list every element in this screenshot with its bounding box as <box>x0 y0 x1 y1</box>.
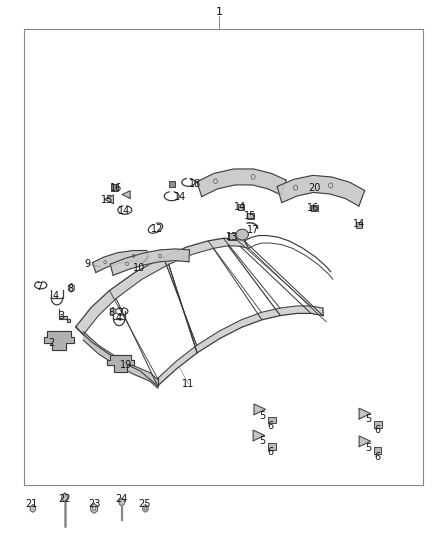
Polygon shape <box>236 229 248 240</box>
Polygon shape <box>197 169 286 197</box>
Text: 6: 6 <box>374 452 381 462</box>
Text: 16: 16 <box>307 203 319 213</box>
Text: 8: 8 <box>67 285 73 294</box>
Text: 22: 22 <box>59 495 71 504</box>
Bar <box>268 417 276 423</box>
Polygon shape <box>253 430 265 441</box>
Text: 4: 4 <box>52 292 58 301</box>
Bar <box>247 213 254 219</box>
Bar <box>311 205 318 211</box>
Text: 8: 8 <box>108 308 114 318</box>
Polygon shape <box>119 498 124 506</box>
Text: 14: 14 <box>234 202 246 212</box>
Polygon shape <box>68 284 74 292</box>
Text: 24: 24 <box>116 495 128 504</box>
Polygon shape <box>143 505 148 512</box>
Text: 21: 21 <box>25 499 38 509</box>
Polygon shape <box>91 504 98 513</box>
Text: 7: 7 <box>117 308 124 318</box>
Text: 4: 4 <box>115 313 121 322</box>
Bar <box>356 222 362 228</box>
Text: 18: 18 <box>189 179 201 189</box>
Polygon shape <box>104 195 113 204</box>
Polygon shape <box>107 355 134 372</box>
Polygon shape <box>59 310 70 322</box>
Text: 10: 10 <box>133 263 145 272</box>
Text: 19: 19 <box>120 360 132 370</box>
Text: 5: 5 <box>365 443 371 453</box>
Polygon shape <box>62 493 68 502</box>
Polygon shape <box>30 505 35 512</box>
Text: 6: 6 <box>268 422 274 431</box>
Polygon shape <box>158 306 323 386</box>
Polygon shape <box>122 191 130 198</box>
Text: 15: 15 <box>244 211 256 221</box>
Polygon shape <box>254 404 265 415</box>
Text: 5: 5 <box>259 411 265 421</box>
Text: 11: 11 <box>182 379 194 389</box>
Text: 2: 2 <box>49 338 55 348</box>
Bar <box>238 204 244 210</box>
Text: 9: 9 <box>85 260 91 269</box>
Polygon shape <box>277 175 365 206</box>
Text: 14: 14 <box>174 192 187 202</box>
Text: 5: 5 <box>365 415 371 424</box>
Polygon shape <box>44 330 74 350</box>
Text: 1: 1 <box>215 7 223 17</box>
Text: 20: 20 <box>308 183 321 192</box>
Bar <box>374 421 382 427</box>
Text: 14: 14 <box>118 206 130 216</box>
Polygon shape <box>76 238 249 335</box>
Text: 15: 15 <box>101 196 113 205</box>
Polygon shape <box>359 408 371 419</box>
Bar <box>111 184 118 191</box>
Text: 13: 13 <box>226 232 238 241</box>
Text: 5: 5 <box>259 437 265 446</box>
Bar <box>169 181 175 187</box>
Bar <box>374 447 381 454</box>
Bar <box>24 29 423 485</box>
Text: 6: 6 <box>374 425 381 435</box>
Bar <box>228 233 236 240</box>
Polygon shape <box>359 436 371 447</box>
Text: 14: 14 <box>353 219 365 229</box>
Text: 12: 12 <box>151 224 163 234</box>
Text: 3: 3 <box>58 311 64 320</box>
Polygon shape <box>110 249 190 275</box>
Text: 6: 6 <box>268 447 274 457</box>
Polygon shape <box>110 308 116 315</box>
Bar <box>268 442 276 450</box>
Text: 25: 25 <box>138 499 151 509</box>
Text: 7: 7 <box>36 282 42 292</box>
Polygon shape <box>92 251 147 272</box>
Text: 23: 23 <box>88 499 100 509</box>
Text: 17: 17 <box>247 225 259 235</box>
Text: 16: 16 <box>110 183 122 192</box>
